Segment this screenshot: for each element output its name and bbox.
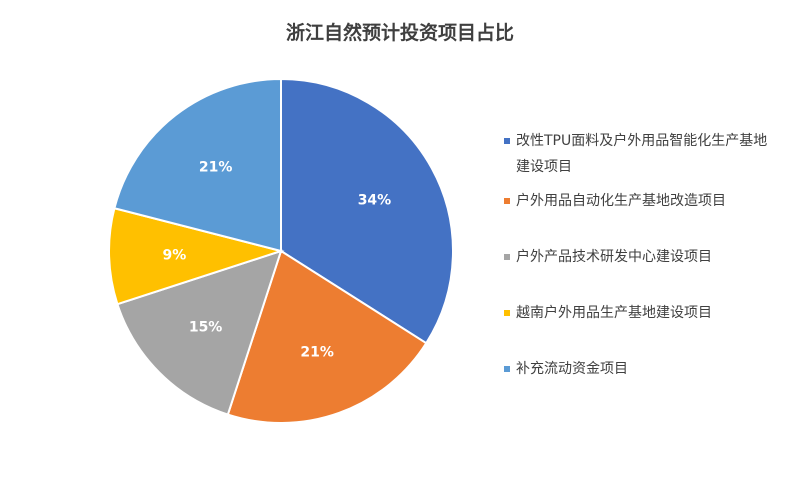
legend-label-3: 越南户外用品生产基地建设项目 — [516, 305, 712, 321]
legend: 改性TPU面料及户外用品智能化生产基地建设项目 户外用品自动化生产基地改造项目 … — [502, 128, 792, 382]
pie-slice-1 — [226, 249, 428, 424]
data-label-2: 15% — [189, 319, 223, 335]
legend-item-1: 户外用品自动化生产基地改造项目 — [502, 188, 792, 214]
pie-slice-4 — [113, 77, 282, 253]
legend-item-0: 改性TPU面料及户外用品智能化生产基地建设项目 — [502, 128, 792, 180]
legend-item-3: 越南户外用品生产基地建设项目 — [502, 300, 792, 326]
legend-item-4: 补充流动资金项目 — [502, 356, 792, 382]
data-label-3: 9% — [163, 247, 187, 263]
data-label-0: 34% — [358, 193, 392, 209]
pie-slice-3 — [108, 207, 285, 306]
legend-swatch-2 — [504, 254, 510, 260]
legend-swatch-4 — [504, 366, 510, 372]
legend-swatch-3 — [504, 310, 510, 316]
data-label-4: 21% — [199, 160, 233, 176]
data-label-1: 21% — [300, 344, 334, 360]
legend-swatch-0 — [504, 138, 510, 144]
legend-label-1: 户外用品自动化生产基地改造项目 — [516, 193, 726, 209]
legend-item-2: 户外产品技术研发中心建设项目 — [502, 244, 792, 270]
chart-title: 浙江自然预计投资项目占比 — [285, 22, 514, 44]
legend-label-2: 户外产品技术研发中心建设项目 — [516, 249, 712, 265]
legend-swatch-1 — [504, 198, 510, 204]
legend-label-0: 改性TPU面料及户外用品智能化生产基地建设项目 — [516, 133, 768, 175]
legend-label-4: 补充流动资金项目 — [516, 361, 628, 377]
